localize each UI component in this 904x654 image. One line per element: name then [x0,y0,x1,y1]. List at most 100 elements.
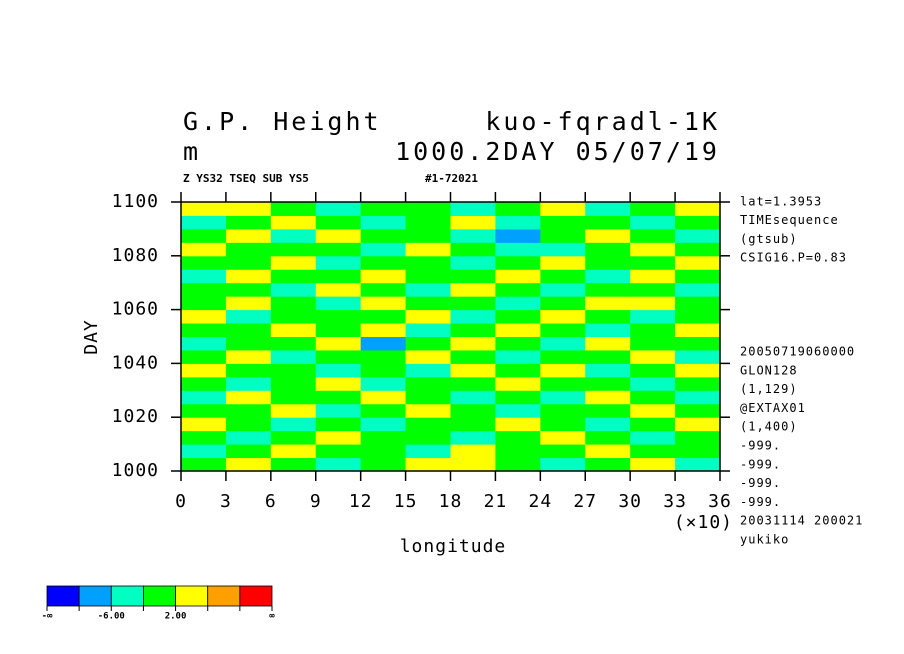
field-cell [225,228,272,243]
side-note: lat=1.3953 [740,195,822,209]
field-cell [630,309,676,324]
field-cell [270,242,317,257]
field-cell [270,403,317,418]
field-cell [675,417,721,432]
field-cell [585,457,631,472]
field-cell [315,417,362,432]
field-cell [181,228,227,243]
field-cell [495,215,541,230]
field-cell [495,242,541,257]
colorbar-swatch [46,585,80,607]
field-cell [270,390,317,405]
field-cell [315,242,362,257]
field-cell [315,282,362,297]
field-cell [630,403,676,418]
subtitle-left: m [183,137,201,166]
field-cell [585,269,631,284]
field-cell [450,215,496,230]
field-cell [450,444,496,459]
field-cell [315,376,362,391]
field-cell [181,269,227,284]
field-cell [315,296,362,311]
field-cell [630,430,676,445]
field-cell [450,457,496,472]
y-tick-label: 1000 [112,460,159,481]
y-tick-label: 1020 [112,406,159,427]
field-cell [675,349,721,364]
field-cell [495,376,541,391]
field-cell [630,242,676,257]
field-cell [585,228,631,243]
field-cell [585,403,631,418]
field-cell [495,296,541,311]
field-cell [181,282,227,297]
field-cell [270,336,317,351]
field-cell [450,363,496,378]
field-cell [630,323,676,337]
field-cell [495,269,541,284]
field-cell [360,336,407,351]
colorbar-label: -∞ [42,612,53,622]
field-cell [360,323,407,337]
field-cell [540,202,586,216]
field-cell [585,349,631,364]
field-cell [675,457,721,472]
x-tick-label: 0 [175,491,187,512]
field-cell [270,215,317,230]
field-cell [675,282,721,297]
field-cell [360,376,407,391]
field-cell [225,296,272,311]
colorbar-swatch [175,585,209,607]
field-cell [450,269,496,284]
field-cell [450,323,496,337]
field-cell [675,255,721,270]
field-cell [315,228,362,243]
title-right: kuo-fqradl-1K [485,107,720,136]
field-cell [585,363,631,378]
field-cell [270,363,317,378]
field-cell [495,430,541,445]
field-cell [675,444,721,459]
x-tick-label: 30 [618,491,642,512]
x-tick-label: 12 [349,491,373,512]
field-cell [315,323,362,337]
field-cell [225,403,272,418]
field-cell [495,282,541,297]
field-cell [540,363,586,378]
field-cell [450,349,496,364]
field-cell [225,323,272,337]
field-cell [540,430,586,445]
field-cell [181,255,227,270]
field-cell [450,242,496,257]
field-cell [630,457,676,472]
field-cell [360,215,407,230]
field-cell [181,403,227,418]
field-cell [405,282,451,297]
field-cell [630,215,676,230]
header-left: Z YS32 TSEQ SUB YS5 [183,172,309,185]
x-tick-label: 3 [220,491,232,512]
field-cell [585,296,631,311]
field-cell [181,417,227,432]
field-cell [181,323,227,337]
field-cell [450,296,496,311]
field-cell [225,430,272,445]
field-cell [630,228,676,243]
field-cell [270,296,317,311]
field-cell [225,376,272,391]
field-cell [585,336,631,351]
field-cell [450,417,496,432]
x-axis-label: longitude [400,536,507,557]
header-right: #1-72021 [425,172,478,185]
field-cell [270,430,317,445]
field-cell [181,444,227,459]
field-cell [270,349,317,364]
field-cell [405,417,451,432]
x-tick-label: 9 [310,491,322,512]
field-cell [360,403,407,418]
field-cell [270,228,317,243]
field-cell [450,403,496,418]
field-cell [360,202,407,216]
field-cell [315,202,362,216]
